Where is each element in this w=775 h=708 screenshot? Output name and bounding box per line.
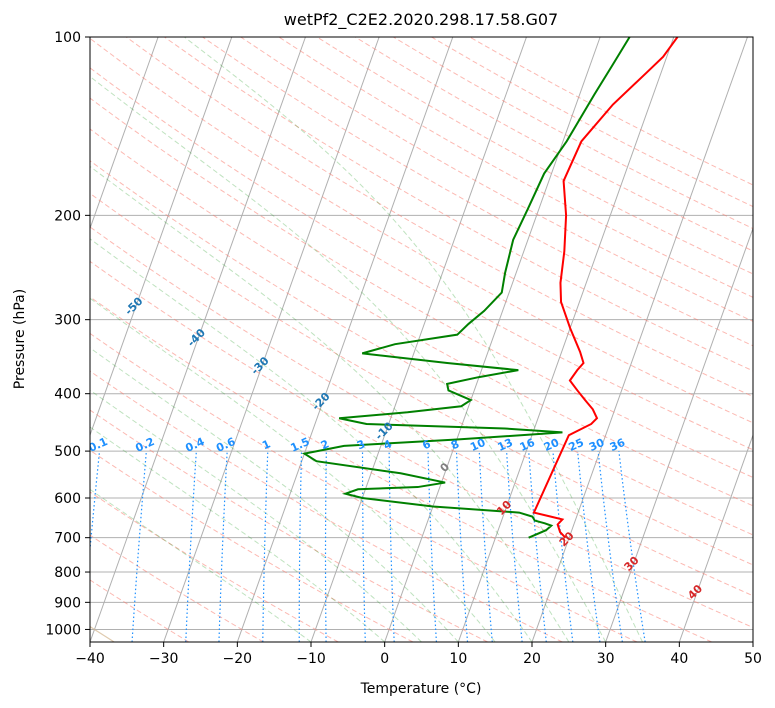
moist-adiabat	[90, 426, 385, 642]
x-tick-label: 30	[597, 651, 615, 667]
isotherm-gridline	[90, 37, 159, 230]
x-tick-label: 0	[380, 651, 389, 667]
dry-adiabat	[164, 37, 753, 372]
mixing-ratio-label: 13	[496, 436, 515, 454]
isotherm-gridline	[90, 37, 233, 437]
dry-adiabat	[90, 128, 753, 507]
mixing-ratio-label: 16	[518, 436, 538, 454]
plot-area	[90, 37, 753, 642]
x-axis-label: Temperature (°C)	[360, 681, 482, 697]
moist-adiabat	[184, 37, 643, 642]
dry-adiabat	[90, 192, 753, 566]
x-tick-label: 50	[744, 651, 762, 667]
mixing-ratio-label: 20	[542, 436, 562, 454]
dewpoint-profile-line	[301, 37, 631, 539]
mixing-ratio-line	[552, 451, 574, 642]
y-tick-label: 100	[54, 30, 81, 46]
y-tick-label: 300	[54, 313, 81, 329]
mixing-ratio-label: 36	[608, 436, 628, 454]
dry-adiabat	[90, 226, 753, 597]
mixing-ratio-line	[577, 451, 601, 642]
y-axis-label: Pressure (hPa)	[12, 289, 28, 389]
dry-adiabat	[90, 449, 414, 642]
y-tick-label: 700	[54, 531, 81, 547]
mixing-ratio-line	[528, 451, 547, 642]
x-tick-label: 20	[523, 651, 541, 667]
isotherm-gridline	[678, 433, 753, 642]
isotherm-gridline	[384, 37, 601, 642]
y-tick-label: 1000	[45, 622, 81, 638]
y-tick-label: 800	[54, 565, 81, 581]
isotherm-gridline	[457, 37, 675, 642]
temperature-profile-line	[532, 37, 679, 539]
mixing-ratio-label: 25	[567, 436, 586, 454]
mixing-ratio-line	[597, 451, 623, 642]
x-tick-label: −20	[223, 651, 253, 667]
x-tick-label: −40	[75, 651, 105, 667]
y-tick-label: 900	[54, 595, 81, 611]
mixing-ratio-line	[90, 451, 101, 556]
dry-adiabat	[90, 296, 712, 642]
dry-adiabat	[90, 409, 488, 642]
y-axis: 1000 900 800 700 600 500 400 300 200 100	[45, 30, 90, 638]
dry-adiabat	[202, 37, 753, 347]
mixing-ratio-label: 30	[587, 436, 607, 454]
chart-title: wetPf2_C2E2.2020.298.17.58.G07	[284, 10, 558, 30]
y-tick-label: 600	[54, 491, 81, 507]
moist-adiabat	[90, 165, 570, 642]
isotherm-gridline	[236, 37, 454, 642]
x-axis: −40 −30 −20 −10 0 10 20 30 40 50	[75, 642, 762, 667]
mixing-ratio-line	[505, 451, 523, 642]
mixing-ratio-line	[618, 451, 646, 642]
y-tick-label: 500	[54, 444, 81, 460]
dry-adiabat	[90, 260, 753, 629]
isotherm-gridline	[605, 226, 753, 642]
dry-adiabat	[90, 332, 638, 642]
dry-adiabat	[90, 534, 264, 642]
y-tick-label: 400	[54, 387, 81, 403]
isotherm-gridline	[531, 37, 748, 642]
x-tick-label: −10	[296, 651, 326, 667]
plot-frame	[89, 36, 754, 643]
mixing-ratio-label: 10	[468, 436, 488, 454]
dry-adiabat	[125, 37, 753, 398]
moist-adiabat	[90, 347, 459, 642]
x-tick-label: 40	[670, 651, 688, 667]
moist-adiabat	[90, 488, 312, 642]
dry-adiabat	[90, 370, 563, 642]
y-tick-label: 200	[54, 208, 81, 224]
dry-adiabat	[90, 37, 753, 424]
x-tick-label: −30	[149, 651, 179, 667]
moist-adiabat	[90, 75, 607, 642]
isotherm-gridline	[90, 37, 306, 642]
x-tick-label: 10	[449, 651, 467, 667]
dry-adiabat	[90, 160, 753, 536]
isotherm-gridline	[163, 37, 380, 642]
